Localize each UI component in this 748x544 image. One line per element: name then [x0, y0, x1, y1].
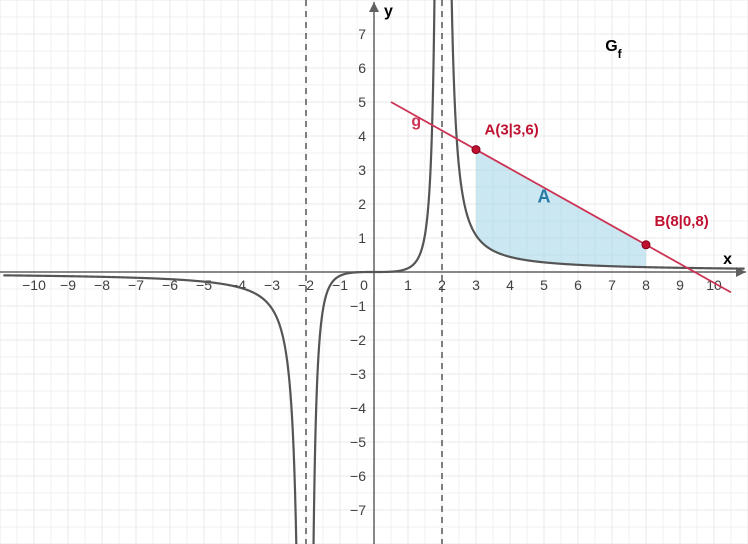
- x-tick-label: 3: [472, 277, 480, 293]
- y-tick-label: 6: [358, 60, 366, 76]
- y-tick-label: −6: [350, 468, 366, 484]
- y-tick-label: −3: [350, 366, 366, 382]
- x-tick-label: −9: [60, 277, 76, 293]
- x-tick-label: 9: [676, 277, 684, 293]
- x-tick-label: −5: [196, 277, 212, 293]
- curve-f-label: Gf: [605, 38, 622, 61]
- y-tick-label: −1: [350, 298, 366, 314]
- y-tick-label: −2: [350, 332, 366, 348]
- y-axis-label: y: [384, 3, 393, 20]
- x-tick-label: 0: [360, 277, 368, 293]
- y-tick-label: 4: [358, 128, 366, 144]
- x-tick-label: 4: [506, 277, 514, 293]
- x-tick-label: 8: [642, 277, 650, 293]
- line-g-label: g: [411, 113, 421, 130]
- x-tick-label: 2: [438, 277, 446, 293]
- y-tick-label: 3: [358, 162, 366, 178]
- point-a: [472, 146, 480, 154]
- y-tick-label: −7: [350, 502, 366, 518]
- y-tick-label: 1: [358, 230, 366, 246]
- point-a-label: A(3|3,6): [485, 121, 539, 138]
- x-axis-label: x: [723, 251, 732, 268]
- function-plot: −10−9−8−7−6−5−4−3−2−1012345678910−7−6−5−…: [0, 0, 748, 544]
- x-tick-label: −2: [298, 277, 314, 293]
- x-tick-label: 5: [540, 277, 548, 293]
- y-tick-label: 5: [358, 94, 366, 110]
- x-tick-label: −7: [128, 277, 144, 293]
- region-label: A: [538, 186, 551, 206]
- x-tick-label: 1: [404, 277, 412, 293]
- x-tick-label: 7: [608, 277, 616, 293]
- x-tick-label: −3: [264, 277, 280, 293]
- x-tick-label: −10: [22, 277, 46, 293]
- y-tick-label: −4: [350, 400, 366, 416]
- y-tick-label: 2: [358, 196, 366, 212]
- point-b: [642, 241, 650, 249]
- point-b-label: B(8|0,8): [655, 213, 709, 230]
- x-tick-label: 6: [574, 277, 582, 293]
- y-tick-label: 7: [358, 26, 366, 42]
- x-tick-label: −8: [94, 277, 110, 293]
- y-tick-label: −5: [350, 434, 366, 450]
